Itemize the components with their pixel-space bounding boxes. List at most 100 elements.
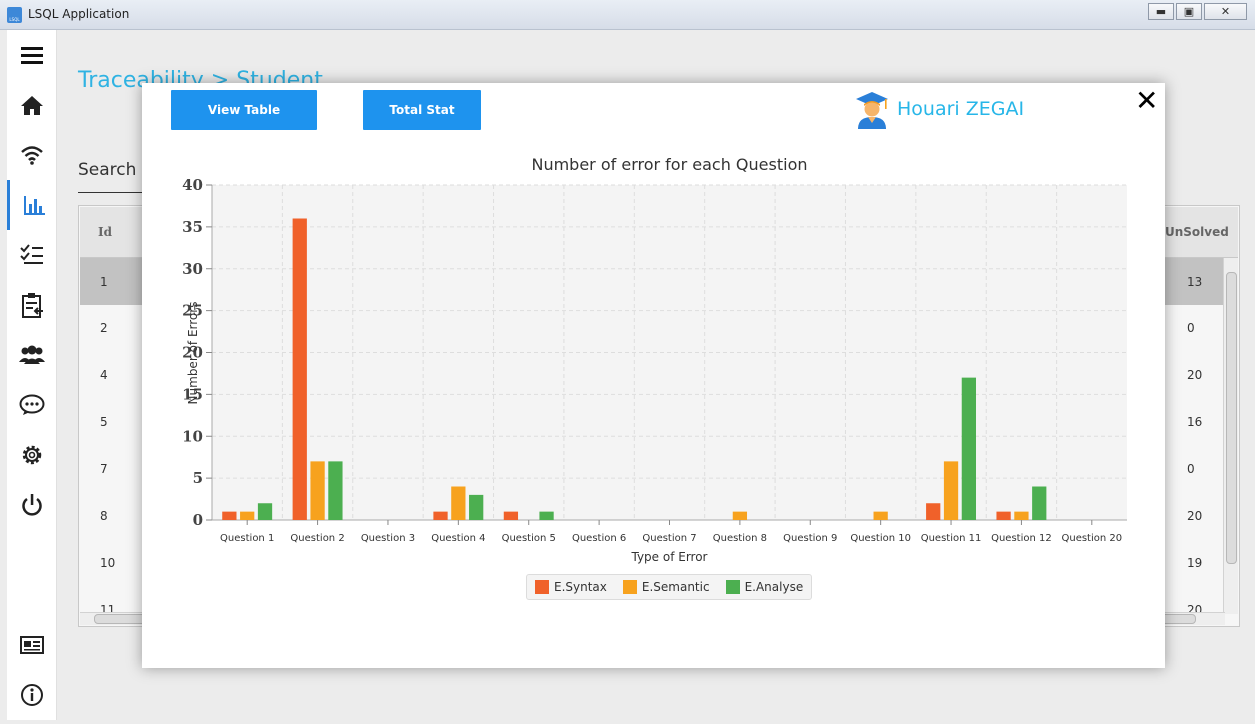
y-tick-label: 35 — [182, 218, 203, 236]
cell-unsolved: 20 — [1187, 509, 1203, 523]
app-logo-text: LSQL — [9, 17, 20, 22]
cell-id: 10 — [100, 556, 116, 570]
legend-swatch — [622, 580, 637, 594]
bar — [1032, 486, 1047, 520]
table-row[interactable]: 10 19 — [80, 539, 1225, 586]
y-tick-label: 15 — [182, 385, 203, 403]
cell-unsolved: 20 — [1187, 368, 1203, 382]
clipboard-icon — [22, 293, 43, 318]
y-axis-title: Number of Errors — [186, 302, 200, 405]
bar — [1014, 511, 1029, 520]
x-tick-label: Question 2 — [290, 533, 344, 544]
sidebar-item-checklist[interactable] — [7, 230, 57, 280]
scroll-thumb[interactable] — [1226, 272, 1237, 564]
bar — [257, 503, 273, 520]
view-table-button[interactable]: View Table — [171, 90, 317, 130]
chart-legend: E.Syntax E.Semantic E.Analyse — [526, 574, 813, 600]
y-tick-label: 25 — [182, 302, 203, 320]
bar — [943, 461, 959, 520]
bar — [240, 511, 255, 520]
x-tick-label: Question 4 — [431, 533, 485, 544]
id-card-icon — [20, 636, 44, 654]
checklist-icon — [20, 244, 43, 264]
vertical-scrollbar[interactable] — [1223, 258, 1238, 614]
legend-swatch — [535, 580, 549, 594]
statistics-dialog: View Table Total Stat Houari ZEGAI ✕ 0 5 1… — [142, 83, 1165, 668]
x-tick-label: Question 3 — [361, 533, 415, 544]
bar — [539, 511, 554, 520]
bar — [222, 511, 237, 520]
y-tick-label: 5 — [193, 469, 203, 487]
bar — [451, 486, 466, 520]
bar — [469, 494, 484, 520]
cell-unsolved: 13 — [1187, 275, 1203, 289]
user-name: Houari ZEGAI — [897, 98, 1025, 120]
x-tick-label: Question 10 — [850, 533, 911, 544]
y-tick-label: 30 — [182, 260, 203, 278]
bar — [732, 511, 748, 520]
app-logo-icon: LSQL — [7, 7, 22, 23]
cell-unsolved: 19 — [1187, 556, 1203, 570]
users-icon — [19, 345, 45, 364]
cell-id: 4 — [100, 368, 108, 382]
x-tick-label: Question 7 — [642, 533, 696, 544]
table-row[interactable]: 8 20 — [80, 492, 1225, 539]
table-row[interactable]: 11 20 — [80, 586, 1225, 614]
bar — [926, 503, 941, 520]
legend-item: E.Semantic — [622, 580, 710, 594]
chat-icon — [19, 394, 45, 415]
x-tick-label: Question 9 — [783, 533, 837, 544]
table-row[interactable]: 5 16 — [80, 398, 1225, 445]
sidebar-item-statistics[interactable] — [7, 180, 57, 230]
bar — [433, 511, 448, 520]
cell-unsolved: 20 — [1187, 603, 1203, 614]
x-tick-label: Question 8 — [713, 533, 767, 544]
column-header-id[interactable]: Id — [98, 225, 113, 239]
power-icon — [22, 494, 42, 516]
sidebar-item-groups[interactable] — [7, 330, 57, 380]
minimize-button[interactable]: ▬ — [1148, 3, 1174, 20]
x-tick-label: Question 12 — [991, 533, 1052, 544]
sidebar-item-power[interactable] — [7, 480, 57, 530]
window-close-button[interactable]: ✕ — [1204, 3, 1247, 20]
bar-chart-icon — [23, 196, 45, 215]
x-axis-title: Type of Error — [630, 550, 707, 564]
search-underline — [78, 192, 142, 193]
home-icon — [21, 96, 43, 115]
cell-unsolved: 16 — [1187, 415, 1203, 429]
sidebar-item-dashboard[interactable] — [7, 620, 57, 670]
cell-id: 8 — [100, 509, 108, 523]
y-tick-label: 20 — [182, 344, 203, 362]
bar — [292, 218, 307, 520]
sidebar-item-about[interactable] — [7, 670, 57, 720]
y-tick-label: 10 — [182, 427, 203, 445]
sidebar-item-assignments[interactable] — [7, 280, 57, 330]
table-row[interactable]: 4 20 — [80, 351, 1225, 398]
x-tick-label: Question 5 — [502, 533, 556, 544]
legend-item: E.Syntax — [535, 580, 607, 594]
sidebar-item-messages[interactable] — [7, 380, 57, 430]
sidebar-item-settings[interactable] — [7, 430, 57, 480]
restore-button[interactable]: ▣ — [1176, 3, 1202, 20]
legend-label: E.Syntax — [554, 580, 607, 594]
table-row[interactable]: 7 0 — [80, 445, 1225, 492]
legend-label: E.Analyse — [744, 580, 804, 594]
info-icon — [21, 684, 43, 706]
gear-icon — [22, 445, 42, 465]
bar — [310, 461, 325, 520]
legend-swatch — [725, 580, 740, 594]
x-tick-label: Question 6 — [572, 533, 626, 544]
sidebar-item-home[interactable] — [7, 80, 57, 130]
sidebar-item-menu[interactable] — [7, 30, 57, 80]
column-header-unsolved[interactable]: UnSolved — [1165, 225, 1229, 239]
legend-item: E.Analyse — [725, 580, 804, 594]
error-bar-chart: 0 5 10 15 20 25 30 35 40 Question 1 Question 2 Ques… — [182, 155, 1127, 564]
dialog-close-icon[interactable]: ✕ — [1135, 84, 1159, 117]
table-row[interactable]: 2 0 — [80, 304, 1225, 351]
cell-unsolved: 0 — [1187, 462, 1195, 476]
bar — [328, 461, 343, 520]
window-titlebar: LSQL LSQL Application ▬ ▣ ✕ — [0, 0, 1255, 30]
sidebar-item-network[interactable] — [7, 130, 57, 180]
total-stat-button[interactable]: Total Stat — [363, 90, 481, 130]
hamburger-icon — [21, 47, 43, 64]
